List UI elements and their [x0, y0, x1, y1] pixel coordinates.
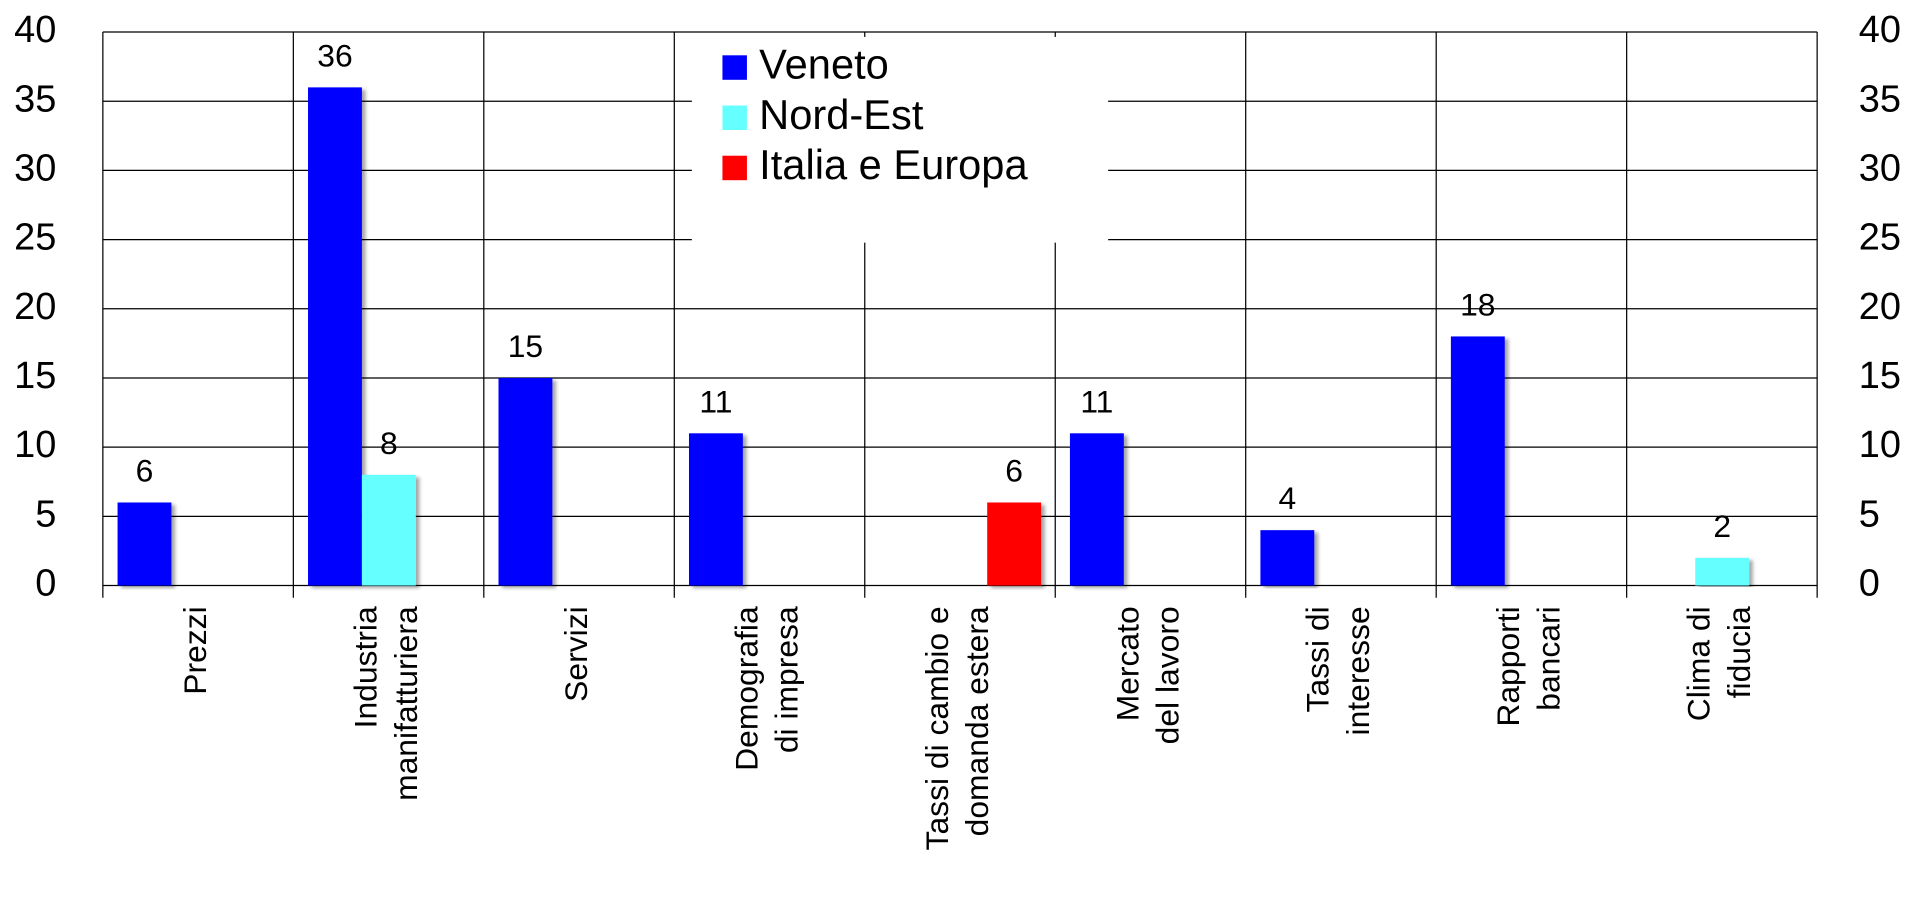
- bar: [1260, 530, 1315, 586]
- x-tick-label: Clima di fiducia: [1681, 606, 1757, 721]
- bar: [117, 502, 172, 586]
- x-tick-label-line: domanda estera: [960, 606, 996, 836]
- bar: [308, 87, 362, 586]
- data-label: 4: [1278, 480, 1296, 516]
- y2-tick-label: 10: [1859, 424, 1901, 466]
- data-label: 36: [317, 37, 352, 73]
- y2-tick-label: 30: [1859, 147, 1901, 189]
- x-tick-label: Prezzi: [178, 606, 214, 694]
- x-tick-label-line: del lavoro: [1150, 606, 1186, 744]
- x-tick-label: Tassi di cambio e domanda estera: [919, 606, 995, 850]
- legend-label: Nord-Est: [759, 91, 924, 138]
- x-tick-label-line: bancari: [1531, 606, 1567, 710]
- y-tick-label: 35: [14, 78, 56, 120]
- x-tick-label-line: interesse: [1341, 606, 1377, 735]
- y2-tick-label: 0: [1859, 563, 1880, 605]
- x-tick-label: Tassi di interesse: [1300, 606, 1376, 735]
- y2-tick-label: 20: [1859, 286, 1901, 328]
- y-tick-label: 15: [14, 355, 56, 397]
- x-tick-label-line: fiducia: [1722, 606, 1758, 698]
- y-tick-label: 0: [35, 563, 56, 605]
- legend-swatch: [722, 155, 747, 181]
- y-tick-label: 25: [14, 217, 56, 259]
- legend-swatch: [722, 105, 747, 130]
- data-label: 6: [1005, 453, 1023, 489]
- x-tick-label-line: Rapporti: [1491, 606, 1527, 726]
- bar: [1450, 336, 1505, 586]
- y2-tick-label: 40: [1859, 9, 1901, 51]
- x-tick-label-line: Prezzi: [178, 606, 214, 694]
- bar: [361, 474, 416, 586]
- x-tick-label-line: Demografia: [729, 606, 765, 771]
- x-tick-label: Mercato del lavoro: [1110, 606, 1186, 744]
- x-tick-label: Rapporti bancari: [1491, 606, 1567, 726]
- x-tick-label-line: Clima di: [1681, 606, 1717, 721]
- bar: [987, 502, 1042, 586]
- x-tick-label: Industria manifatturiera: [348, 606, 424, 801]
- x-tick-label-line: Tassi di cambio e: [919, 606, 955, 850]
- data-label: 18: [1460, 286, 1495, 322]
- bar: [688, 433, 743, 586]
- data-label: 11: [699, 383, 732, 419]
- legend-swatch: [722, 55, 747, 80]
- bar: [1695, 557, 1750, 586]
- legend-label: Italia e Europa: [759, 141, 1028, 188]
- x-tick-label-line: Mercato: [1110, 606, 1146, 721]
- legend-box: [691, 36, 1109, 243]
- y-tick-label: 30: [14, 147, 56, 189]
- data-label: 6: [136, 453, 154, 489]
- data-label: 11: [1080, 383, 1113, 419]
- y-tick-label: 10: [14, 424, 56, 466]
- x-tick-label-line: di impresa: [769, 606, 805, 753]
- x-tick-label-line: Tassi di: [1300, 606, 1336, 712]
- y-tick-label: 5: [35, 493, 56, 535]
- y2-tick-label: 15: [1859, 355, 1901, 397]
- y-tick-label: 20: [14, 286, 56, 328]
- data-label: 15: [508, 328, 543, 364]
- x-tick-label-line: Industria: [348, 606, 384, 728]
- data-label: 2: [1713, 508, 1731, 544]
- legend-label: Veneto: [759, 41, 889, 88]
- x-tick-label-line: Servizi: [558, 606, 594, 702]
- x-tick-label: Demografia di impresa: [729, 606, 805, 771]
- y-tick-label: 40: [14, 9, 56, 51]
- bar: [498, 377, 553, 586]
- x-tick-label-line: manifatturiera: [388, 606, 424, 801]
- x-tick-label: Servizi: [558, 606, 594, 702]
- y2-tick-label: 35: [1859, 78, 1901, 120]
- y2-tick-label: 5: [1859, 493, 1880, 535]
- bar: [1069, 433, 1124, 586]
- y2-tick-label: 25: [1859, 217, 1901, 259]
- data-label: 8: [380, 425, 398, 461]
